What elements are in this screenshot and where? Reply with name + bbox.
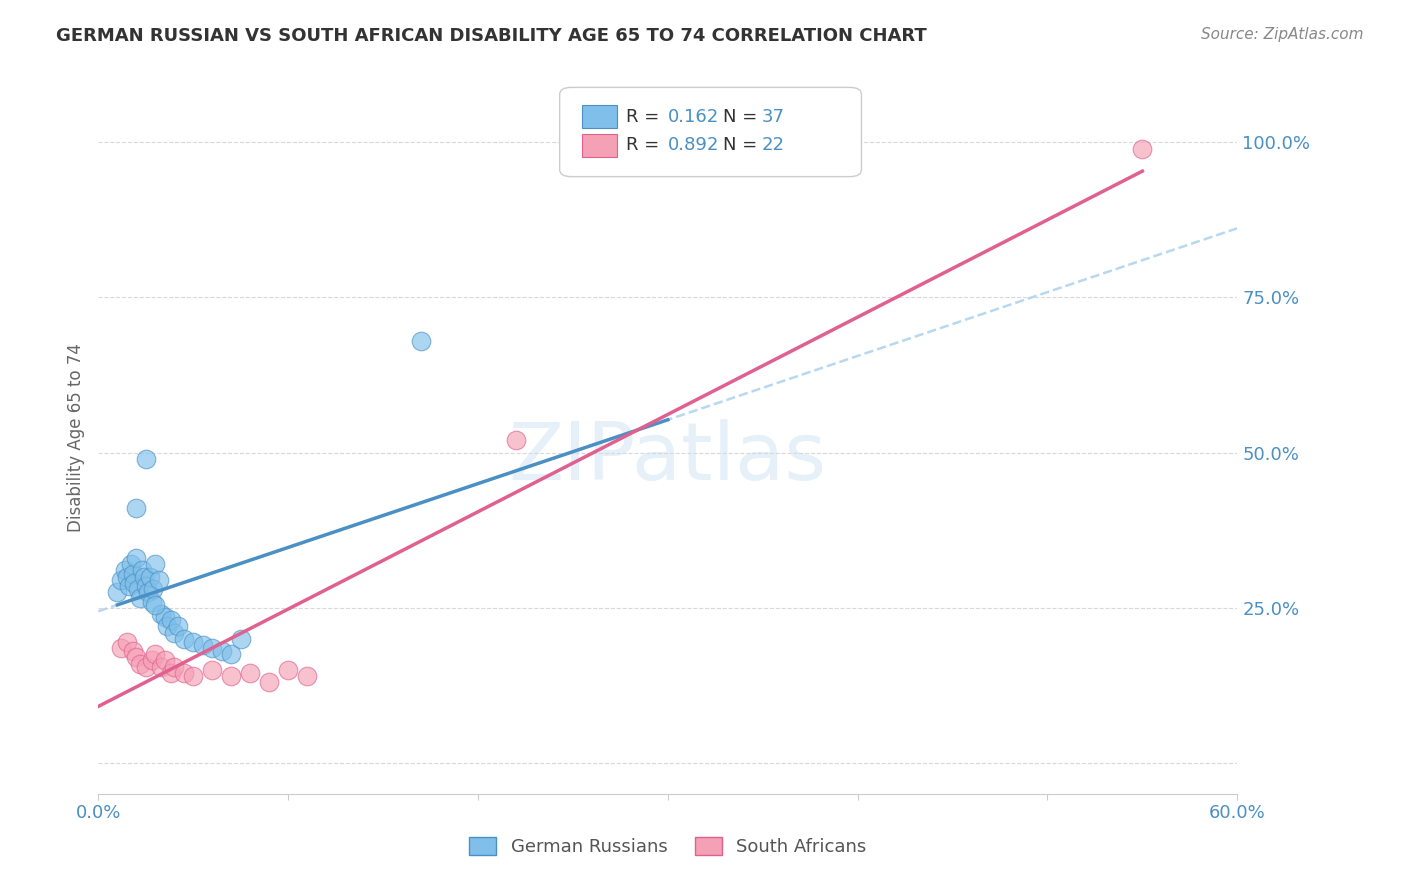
Point — [156, 619, 179, 633]
Point — [229, 632, 252, 646]
Point — [150, 659, 173, 673]
Point — [129, 591, 152, 606]
Point — [125, 551, 148, 566]
Point — [163, 625, 186, 640]
Point — [145, 647, 167, 661]
Point — [124, 575, 146, 590]
Point — [173, 632, 195, 646]
Point — [277, 663, 299, 677]
Point — [121, 644, 143, 658]
Point — [505, 433, 527, 447]
Point — [135, 579, 157, 593]
Point — [107, 585, 129, 599]
Text: N =: N = — [723, 108, 762, 126]
Text: GERMAN RUSSIAN VS SOUTH AFRICAN DISABILITY AGE 65 TO 74 CORRELATION CHART: GERMAN RUSSIAN VS SOUTH AFRICAN DISABILI… — [56, 27, 927, 45]
FancyBboxPatch shape — [582, 105, 617, 128]
Text: ZIPatlas: ZIPatlas — [509, 419, 827, 498]
Point — [138, 570, 160, 584]
Point — [163, 659, 186, 673]
Point — [121, 566, 143, 581]
Point — [259, 675, 281, 690]
FancyBboxPatch shape — [560, 87, 862, 177]
Point — [120, 558, 142, 572]
Point — [125, 650, 148, 665]
Text: N =: N = — [723, 136, 762, 154]
Point — [183, 635, 205, 649]
Text: 0.892: 0.892 — [668, 136, 720, 154]
Text: R =: R = — [626, 136, 665, 154]
Point — [110, 573, 132, 587]
Point — [153, 653, 176, 667]
Point — [183, 669, 205, 683]
Point — [159, 613, 181, 627]
Text: 22: 22 — [761, 136, 785, 154]
Point — [1132, 142, 1154, 156]
Point — [110, 641, 132, 656]
Point — [159, 665, 181, 680]
Point — [221, 669, 243, 683]
Point — [129, 657, 152, 671]
Point — [114, 564, 136, 578]
Text: Source: ZipAtlas.com: Source: ZipAtlas.com — [1201, 27, 1364, 42]
Point — [201, 641, 224, 656]
Point — [142, 582, 165, 596]
Point — [141, 594, 163, 608]
Point — [118, 579, 141, 593]
Point — [221, 647, 243, 661]
Point — [411, 334, 433, 348]
Point — [211, 644, 233, 658]
Point — [239, 665, 262, 680]
Point — [131, 564, 153, 578]
Point — [191, 638, 214, 652]
Point — [153, 610, 176, 624]
Point — [150, 607, 173, 621]
Point — [115, 635, 138, 649]
Point — [127, 582, 149, 596]
Point — [132, 570, 155, 584]
Text: R =: R = — [626, 108, 665, 126]
Point — [145, 558, 167, 572]
Y-axis label: Disability Age 65 to 74: Disability Age 65 to 74 — [66, 343, 84, 532]
Point — [148, 573, 170, 587]
Text: 37: 37 — [761, 108, 785, 126]
Point — [167, 619, 190, 633]
Point — [173, 665, 195, 680]
Point — [125, 501, 148, 516]
Legend: German Russians, South Africans: German Russians, South Africans — [463, 830, 873, 863]
Text: 0.162: 0.162 — [668, 108, 718, 126]
Point — [115, 570, 138, 584]
Point — [141, 653, 163, 667]
Point — [201, 663, 224, 677]
Point — [136, 585, 159, 599]
Point — [145, 598, 167, 612]
FancyBboxPatch shape — [582, 134, 617, 157]
Point — [135, 659, 157, 673]
Point — [297, 669, 319, 683]
Point — [135, 451, 157, 466]
